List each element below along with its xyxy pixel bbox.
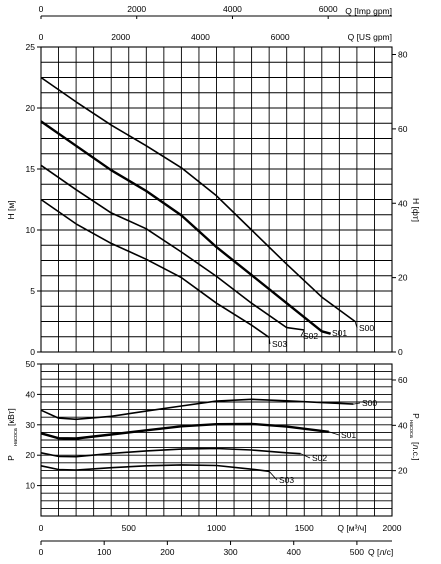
- power-curve-s03: [40, 464, 270, 473]
- head-left-tick-label: 15: [26, 164, 36, 174]
- head-left-tick-label: 5: [30, 286, 35, 296]
- head-right-axis-title: H [фт]: [411, 198, 421, 222]
- head-curve-s01: [40, 120, 331, 335]
- ls-axis: 0 100 200 300 400 500 Q [л/с]: [39, 540, 393, 557]
- power-label-s01: S01: [341, 430, 356, 440]
- m3h-tick-label: 1500: [295, 523, 314, 533]
- m3h-tick-label: 2000: [383, 523, 402, 533]
- ls-tick-label: 400: [287, 547, 301, 557]
- head-leader: [300, 329, 305, 337]
- power-right-tick-label: 20: [398, 466, 408, 476]
- m3h-tick-label: 1000: [207, 523, 226, 533]
- head-panel: 0 5 10 15 20 25 0 20 40 60 80 H [м] H [фт] S00 S01 S…: [6, 42, 421, 357]
- head-left-tick-label: 25: [26, 42, 36, 52]
- imp-gpm-tick-label: 2000: [127, 4, 146, 14]
- head-left-tick-label: 0: [30, 347, 35, 357]
- power-left-title-unit: [кВт]: [6, 408, 16, 426]
- power-leader: [268, 471, 278, 481]
- us-gpm-tick-label: 6000: [271, 32, 290, 42]
- power-curve-s02: [40, 447, 301, 458]
- ls-tick-label: 500: [350, 547, 364, 557]
- power-left-tick-label: 40: [26, 389, 36, 399]
- head-leader: [354, 321, 358, 329]
- power-right-title-unit: [л.с.]: [411, 442, 421, 461]
- power-left-tick-label: 50: [26, 359, 36, 369]
- head-label-s00: S00: [359, 323, 374, 333]
- m3h-tick-label: 500: [122, 523, 136, 533]
- power-left-title-main: P: [6, 455, 16, 461]
- head-left-axis-title: H [м]: [6, 200, 16, 219]
- imp-gpm-tick-label: 6000: [319, 4, 338, 14]
- power-right-title-sub: насоса: [408, 420, 414, 439]
- power-label-s00: S00: [362, 398, 377, 408]
- imp-gpm-axis-title: Q [Imp gpm]: [345, 6, 392, 16]
- ls-tick-label: 200: [160, 547, 174, 557]
- head-curve-s02: [40, 164, 305, 331]
- power-left-title-sub: насоса: [13, 427, 19, 446]
- imp-gpm-tick-label: 4000: [223, 4, 242, 14]
- us-gpm-axis: 0 2000 4000 6000 Q [US gpm]: [39, 32, 392, 42]
- power-left-tick-label: 10: [26, 481, 36, 491]
- power-label-s02: S02: [312, 453, 327, 463]
- ls-tick-label: 300: [223, 547, 237, 557]
- power-right-title-main: P: [411, 413, 421, 419]
- power-panel: 10 20 30 40 50 20 40 60 P насоса [кВт] P насоса…: [6, 359, 421, 517]
- power-left-axis-title: P насоса [кВт]: [6, 408, 19, 461]
- head-curve-s00: [40, 76, 356, 323]
- head-leader: [268, 337, 271, 345]
- power-right-tick-label: 60: [398, 375, 408, 385]
- head-left-tick-label: 20: [26, 103, 36, 113]
- power-panel-frame: [40, 363, 393, 517]
- ls-tick-label: 100: [97, 547, 111, 557]
- power-leader: [328, 431, 340, 436]
- head-label-s03: S03: [272, 339, 287, 349]
- us-gpm-tick-label: 0: [39, 32, 44, 42]
- power-label-s03: S03: [279, 475, 294, 485]
- head-right-tick-label: 20: [398, 273, 408, 283]
- head-right-tick-label: 40: [398, 198, 408, 208]
- power-right-axis-title: P насоса [л.с.]: [408, 413, 421, 460]
- power-left-tick-label: 30: [26, 420, 36, 430]
- m3h-axis-title: Q [м³/ч]: [337, 523, 366, 533]
- power-curve-s00: [40, 398, 354, 421]
- head-right-tick-label: 0: [398, 347, 403, 357]
- m3h-axis: 0 500 1000 1500 2000 Q [м³/ч]: [39, 523, 402, 533]
- head-label-s02: S02: [303, 331, 318, 341]
- power-curve-s01: [40, 422, 329, 440]
- head-right-tick-label: 80: [398, 50, 408, 60]
- us-gpm-tick-label: 4000: [191, 32, 210, 42]
- head-label-s01: S01: [332, 328, 347, 338]
- power-leader: [353, 402, 361, 405]
- ls-axis-title: Q [л/с]: [368, 547, 393, 557]
- head-leader: [329, 332, 331, 334]
- head-right-tick-label: 60: [398, 124, 408, 134]
- power-right-tick-label: 40: [398, 420, 408, 430]
- us-gpm-axis-title: Q [US gpm]: [348, 32, 392, 42]
- imp-gpm-axis: 0 2000 4000 6000 Q [Imp gpm]: [39, 4, 392, 19]
- m3h-tick-label: 0: [39, 523, 44, 533]
- ls-tick-label: 0: [39, 547, 44, 557]
- head-curve-s03: [40, 198, 270, 339]
- imp-gpm-tick-label: 0: [39, 4, 44, 14]
- head-left-tick-label: 10: [26, 225, 36, 235]
- power-leader: [300, 453, 311, 459]
- power-left-tick-label: 20: [26, 450, 36, 460]
- us-gpm-tick-label: 2000: [111, 32, 130, 42]
